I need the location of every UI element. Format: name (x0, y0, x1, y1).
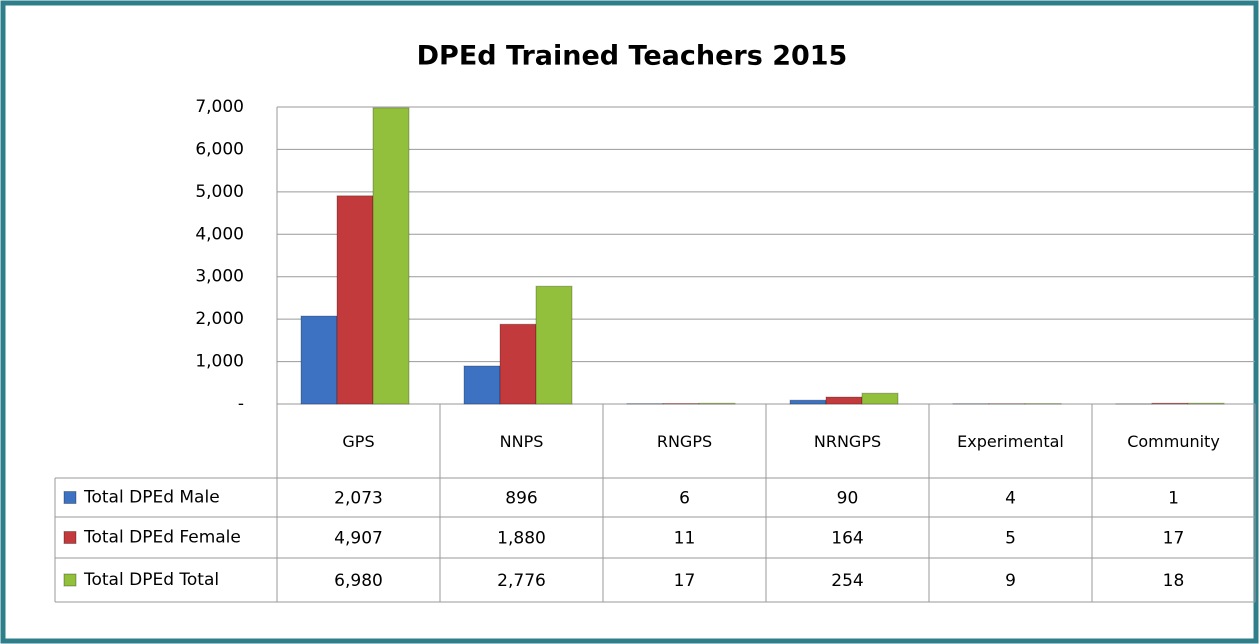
bar (336, 195, 374, 405)
y-tick-label: 1,000 (195, 352, 244, 372)
data-label: 5 (1005, 529, 1016, 549)
x-tick-label: NNPS (499, 431, 544, 451)
data-label: 164 (831, 529, 863, 549)
y-tick-label: 5,000 (195, 182, 244, 202)
data-label: 6,980 (334, 571, 383, 591)
bar (1187, 402, 1225, 405)
bar (535, 285, 573, 405)
bar (698, 402, 736, 405)
y-tick-label: 4,000 (195, 224, 244, 244)
legend-label: Total DPEd Female (83, 528, 241, 548)
bar (300, 315, 338, 405)
category-cell: GPS (342, 431, 375, 451)
category-cell: NRNGPS (813, 431, 882, 451)
y-tick-label: 2,000 (195, 309, 244, 329)
data-label: 6 (679, 489, 690, 509)
x-tick-label: RNGPS (656, 431, 713, 451)
data-label: 18 (1163, 571, 1185, 591)
y-tick-label: 3,000 (195, 267, 244, 287)
data-label: 4,907 (334, 529, 383, 549)
data-label: 90 (837, 489, 859, 509)
x-tick-label: NRNGPS (813, 431, 882, 451)
data-label: 11 (674, 529, 696, 549)
data-label: 17 (1163, 529, 1185, 549)
legend-key (63, 491, 77, 504)
data-label: 2,776 (497, 571, 546, 591)
y-tick-label: - (238, 394, 244, 414)
legend-label: Total DPEd Male (83, 488, 220, 508)
category-cell: Experimental (957, 431, 1064, 451)
bar (499, 323, 537, 405)
y-tick-label: 6,000 (195, 139, 244, 159)
data-label: 17 (674, 571, 696, 591)
legend-key (63, 531, 77, 544)
x-tick-label: Experimental (957, 431, 1064, 451)
data-label: 896 (505, 489, 537, 509)
data-label: 254 (831, 571, 863, 591)
data-label: 2,073 (334, 489, 383, 509)
data-label: 1 (1168, 489, 1179, 509)
category-cell: RNGPS (656, 431, 713, 451)
legend-key (63, 573, 77, 587)
x-tick-label: Community (1127, 431, 1220, 451)
bar (861, 392, 899, 405)
chart-title: DPEd Trained Teachers 2015 (417, 41, 848, 72)
legend-label: Total DPEd Total (83, 570, 219, 590)
bar (825, 396, 863, 405)
category-cell: NNPS (499, 431, 544, 451)
category-cell: Community (1127, 431, 1220, 451)
y-tick-label: 7,000 (195, 97, 244, 117)
data-label: 1,880 (497, 529, 546, 549)
data-label: 4 (1005, 489, 1016, 509)
x-tick-label: GPS (342, 431, 375, 451)
bar (463, 365, 501, 405)
data-label: 9 (1005, 571, 1016, 591)
bar (372, 107, 410, 405)
